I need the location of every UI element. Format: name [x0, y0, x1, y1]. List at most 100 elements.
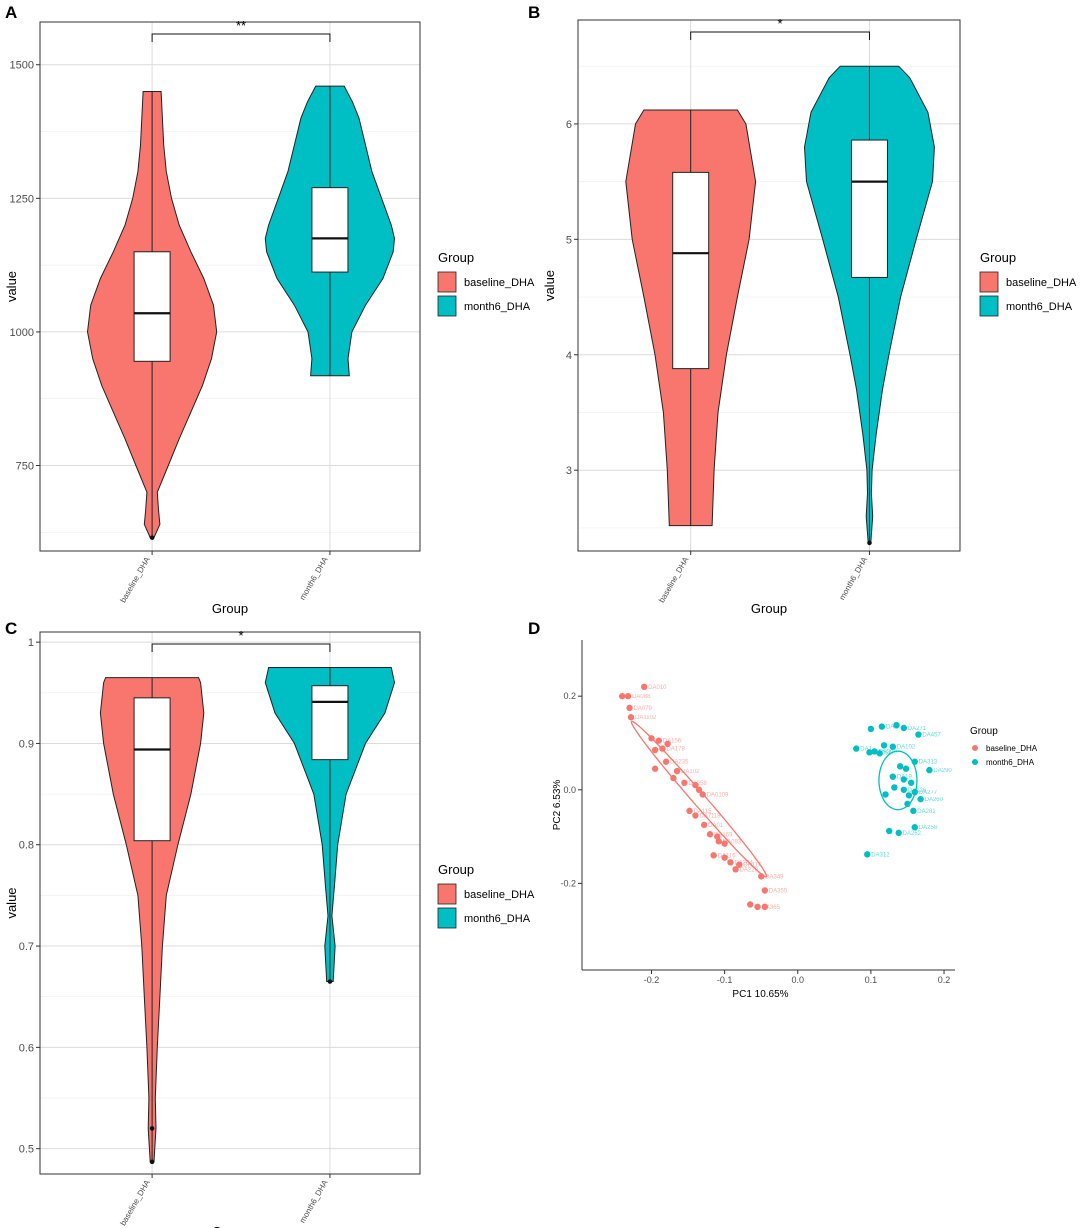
point-label: DA1: [860, 747, 872, 753]
y-tick-label: 0.7: [19, 941, 34, 953]
point-label: DA156: [663, 739, 682, 745]
scatter-point: [721, 840, 728, 847]
scatter-point: [917, 795, 924, 803]
y-tick-label: 1250: [10, 193, 34, 205]
scatter-point: [915, 731, 922, 738]
confidence-ellipse: [878, 750, 918, 811]
scatter-point: [651, 765, 659, 772]
point-label: DA312: [871, 852, 890, 858]
x-axis-title: Group: [212, 601, 248, 616]
point-label: DA1102: [635, 715, 657, 721]
x-tick-label: month6_DHA: [298, 1178, 330, 1225]
point-label: DA277: [919, 790, 938, 796]
point-label: DA262: [903, 831, 922, 837]
scatter-point: [710, 852, 717, 859]
scatter-point: [907, 779, 915, 786]
confidence-ellipse: [630, 720, 768, 878]
scatter-point: [747, 901, 754, 908]
scatter-point: [664, 740, 671, 748]
significance-bracket: [151, 643, 331, 652]
legend-label: month6_DHA: [464, 913, 531, 925]
point-label: DA093: [723, 839, 742, 845]
legend-label: baseline_DHA: [1006, 277, 1077, 289]
point-label: DA320: [879, 749, 898, 755]
outlier-point: [867, 540, 872, 546]
y-tick-label: 0.5: [19, 1144, 34, 1156]
scatter-point: [699, 791, 706, 798]
y-tick-label: 0.6: [19, 1042, 34, 1054]
legend-swatch: [979, 271, 999, 293]
scatter-point: [891, 784, 898, 791]
box: [672, 171, 710, 370]
scatter-point: [761, 903, 769, 911]
y-axis-title: PC2 6.53%: [552, 780, 563, 831]
scatter-point: [648, 735, 655, 742]
point-label: DA258: [919, 825, 938, 831]
point-label: DA102: [681, 769, 700, 775]
point-label: DA355: [769, 888, 788, 894]
legend-label: month6_DHA: [986, 758, 1035, 767]
x-axis-title: PC1 10.65%: [732, 989, 788, 1000]
y-tick-label: -0.2: [560, 878, 576, 888]
x-tick-label: -0.2: [644, 975, 660, 985]
legend-label: month6_DHA: [464, 301, 531, 313]
point-label: DA228: [740, 867, 759, 873]
point-label: DA7118: [699, 814, 721, 820]
panel-a: A ** 750 1000 1250 1500 baseline_DHA month6_DHA…: [4, 3, 535, 616]
box: [133, 251, 171, 362]
plot-frame: [577, 19, 961, 552]
scatter-point: [867, 725, 875, 733]
significance-label: **: [236, 18, 246, 33]
box: [133, 697, 171, 842]
point-label: DA102: [897, 745, 916, 751]
point-label: DA365: [762, 905, 781, 911]
scatter-point: [626, 704, 633, 712]
y-axis-title: value: [4, 271, 19, 302]
scatter-point: [911, 758, 918, 765]
scatter-point: [727, 859, 734, 866]
scatter-point: [761, 887, 769, 894]
legend-label: month6_DHA: [1006, 301, 1073, 313]
y-axis-title: value: [542, 270, 557, 301]
legend-swatch: [437, 271, 457, 293]
legend-marker: [972, 745, 978, 751]
x-tick-label: month6_DHA: [298, 555, 330, 602]
box: [311, 685, 349, 761]
point-label: DA178: [666, 747, 685, 753]
significance-label: *: [238, 628, 243, 643]
significance-bracket: [690, 31, 870, 40]
significance-bracket: [151, 33, 331, 42]
point-label: DA204: [734, 860, 753, 866]
legend-title: Group: [438, 250, 474, 265]
legend-label: baseline_DHA: [464, 889, 535, 901]
scatter-point: [754, 903, 761, 911]
scatter-point: [882, 791, 889, 798]
point-label: DA281: [917, 809, 936, 815]
scatter-point: [655, 737, 662, 744]
scatter-point: [902, 765, 910, 772]
scatter-point: [926, 766, 933, 774]
legend-marker: [972, 759, 978, 765]
scatter-point: [692, 812, 699, 819]
scatter-point: [911, 824, 918, 831]
scatter-point: [885, 827, 893, 835]
scatter-point: [889, 743, 897, 750]
legend-swatch: [979, 295, 999, 317]
scatter-point: [619, 692, 626, 700]
scatter-point: [905, 792, 913, 799]
scatter-point: [659, 745, 666, 752]
point-label: DA313: [919, 760, 938, 766]
point-label: DA01: [708, 823, 724, 829]
legend-label: baseline_DHA: [986, 744, 1038, 753]
scatter-point: [889, 773, 897, 780]
scatter-point: [686, 807, 693, 815]
panel-d: D DA010 DA088 DA079 DA1102 DA156 DA178 DA235 DA1…: [528, 619, 1038, 1000]
scatter-point: [911, 788, 918, 796]
legend-swatch: [437, 295, 457, 317]
plot-frame: [39, 21, 421, 552]
scatter-point: [878, 723, 886, 730]
scatter-point: [757, 873, 765, 880]
legend-label: baseline_DHA: [464, 277, 535, 289]
scatter-point: [895, 829, 902, 837]
